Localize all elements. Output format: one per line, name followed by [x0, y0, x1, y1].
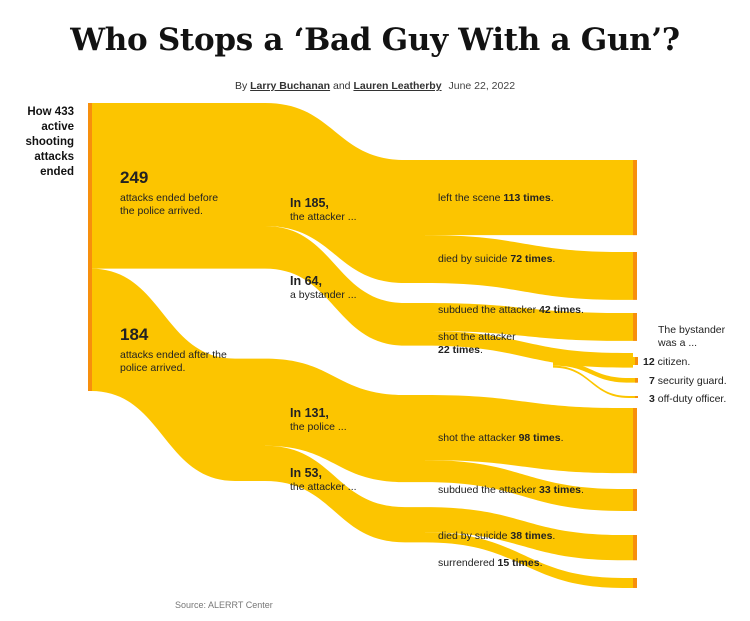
flow-outcome-left-scene	[425, 160, 633, 236]
outcome-period: .	[581, 304, 584, 316]
outcome-node-suicide-after	[633, 535, 637, 561]
outcome-text: subdued the attacker	[438, 484, 537, 496]
root-node-bar	[88, 103, 92, 391]
stage2-police-label: In 131, the police ...	[290, 405, 347, 434]
bystander-security-label: 7 security guard.	[649, 375, 727, 388]
outcome-text: shot the attacker	[438, 331, 516, 343]
outcome-count: 22 times	[438, 344, 481, 356]
stage2-attacker-before-label: In 185, the attacker ...	[290, 195, 357, 224]
outcome-count: 98 times	[518, 432, 561, 444]
outcome-node-police-shot	[633, 408, 637, 474]
outcome-label-bystander-shot: shot the attacker 22 times.	[438, 331, 548, 357]
stage1-before-label: 249 attacks ended before the police arri…	[120, 168, 230, 218]
outcome-text: died by suicide	[438, 530, 508, 542]
stage2-head: In 185,	[290, 196, 329, 210]
stage2-head: In 64,	[290, 274, 322, 288]
outcome-label-surrendered: surrendered 15 times.	[438, 557, 543, 570]
bystander-node-security-guard	[635, 378, 638, 383]
flow-attacker-after	[265, 445, 425, 543]
page-title: Who Stops a ‘Bad Guy With a Gun’?	[70, 22, 680, 58]
stage1-before-text: attacks ended before the police arrived.	[120, 192, 219, 217]
outcome-label-suicide-before: died by suicide 72 times.	[438, 253, 555, 266]
author-link-buchanan[interactable]: Larry Buchanan	[250, 80, 331, 92]
stage1-after-label: 184 attacks ended after the police arriv…	[120, 325, 230, 375]
stage1-after-value: 184	[120, 325, 149, 344]
outcome-label-police-shot: shot the attacker 98 times.	[438, 432, 564, 445]
bystander-heading: The bystander was a ...	[658, 324, 726, 349]
stage1-before-value: 249	[120, 168, 149, 187]
flow-bystander-security-guard	[553, 360, 637, 383]
bystander-count: 7	[649, 375, 655, 387]
stage2-bystander-label: In 64, a bystander ...	[290, 273, 357, 302]
outcome-label-left-scene: left the scene 113 times.	[438, 192, 554, 205]
flow-attacker-before	[265, 103, 425, 284]
stage2-text: the attacker ...	[290, 481, 357, 493]
outcome-node-bystander-subdued	[633, 313, 637, 341]
bystander-count: 3	[649, 393, 655, 405]
publish-date: June 22, 2022	[448, 80, 516, 92]
outcome-label-police-subdued: subdued the attacker 33 times.	[438, 484, 584, 497]
flow-outcome-suicide-before	[425, 235, 633, 300]
byline: By Larry Buchanan and Lauren Leatherby J…	[0, 80, 750, 92]
outcome-period: .	[581, 484, 584, 496]
bystander-type: citizen.	[657, 356, 691, 368]
bystander-citizen-label: 12 citizen.	[643, 356, 690, 369]
outcome-period: .	[480, 344, 483, 356]
outcome-node-suicide-before	[633, 252, 637, 300]
outcome-count: 38 times	[510, 530, 553, 542]
outcome-count: 15 times	[497, 557, 540, 569]
bystander-count: 12	[643, 356, 655, 368]
outcome-count: 42 times	[539, 304, 582, 316]
flow-police	[265, 358, 425, 483]
outcome-node-surrendered	[633, 578, 637, 588]
outcome-label-bystander-subdued: subdued the attacker 42 times.	[438, 304, 584, 317]
flow-outcome-bystander-subdued	[425, 303, 633, 341]
root-label: How 433 active shooting attacks ended	[25, 106, 74, 178]
outcome-text: died by suicide	[438, 253, 508, 265]
bystander-node-off-duty-officer	[635, 396, 638, 398]
flow-after-police	[91, 268, 265, 481]
outcome-node-left-scene	[633, 160, 637, 236]
bystander-type: off-duty officer.	[657, 393, 727, 405]
outcome-period: .	[560, 432, 564, 444]
outcome-text: shot the attacker	[438, 432, 516, 444]
outcome-period: .	[552, 530, 556, 542]
stage2-text: the attacker ...	[290, 211, 357, 223]
bystander-offduty-label: 3 off-duty officer.	[649, 393, 726, 406]
outcome-period: .	[539, 557, 543, 569]
stage2-attacker-after-label: In 53, the attacker ...	[290, 465, 357, 494]
outcome-label-suicide-after: died by suicide 38 times.	[438, 530, 555, 543]
outcome-node-police-subdued	[633, 489, 637, 511]
outcome-text: surrendered	[438, 557, 495, 569]
stage2-text: the police ...	[290, 421, 347, 433]
bystander-type: security guard.	[657, 375, 727, 387]
flow-before-police	[91, 103, 265, 269]
outcome-count: 72 times	[510, 253, 553, 265]
outcome-text: subdued the attacker	[438, 304, 537, 316]
author-link-leatherby[interactable]: Lauren Leatherby	[353, 80, 442, 92]
bystander-node-citizen	[635, 357, 638, 365]
source-note: Source: ALERRT Center	[175, 600, 273, 610]
byline-prefix: By	[234, 80, 248, 92]
outcome-period: .	[550, 192, 554, 204]
flow-bystander	[265, 226, 425, 346]
outcome-count: 33 times	[539, 484, 582, 496]
flow-outcome-police-shot	[425, 395, 633, 474]
outcome-text: left the scene	[438, 192, 501, 204]
flow-bystander-citizen	[553, 353, 637, 365]
stage1-after-text: attacks ended after the police arrived.	[120, 349, 227, 374]
flow-outcome-suicide-after	[425, 507, 633, 561]
flow-outcome-surrendered	[425, 532, 633, 588]
stage2-head: In 131,	[290, 406, 329, 420]
byline-and: and	[333, 80, 351, 92]
outcome-period: .	[552, 253, 556, 265]
flow-outcome-police-subdued	[425, 460, 633, 511]
stage2-text: a bystander ...	[290, 289, 357, 301]
outcome-count: 113 times	[503, 192, 551, 204]
stage2-head: In 53,	[290, 466, 322, 480]
